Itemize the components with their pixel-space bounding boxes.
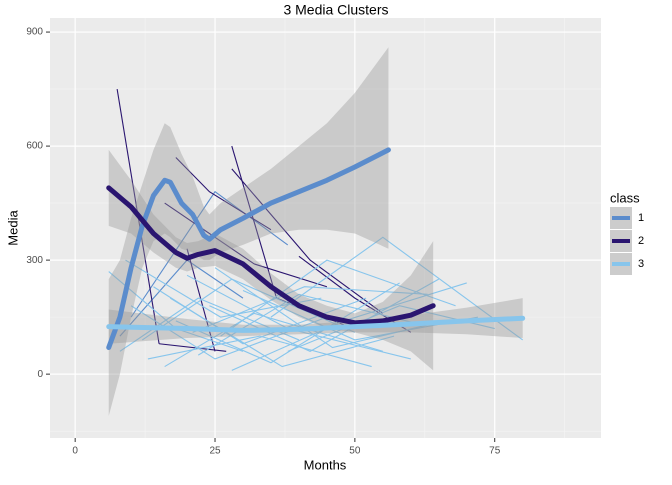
trajectory-line	[169, 297, 395, 368]
trajectory-line	[119, 297, 300, 352]
trajectory-line	[175, 282, 400, 364]
trajectory-line	[209, 278, 440, 352]
legend-label: 2	[638, 235, 644, 247]
x-tick-label: 75	[489, 446, 501, 457]
x-tick-label: 25	[209, 446, 221, 457]
y-tick-label: 300	[26, 255, 43, 266]
trajectory-line	[270, 236, 524, 341]
trajectory-line	[164, 202, 328, 288]
x-tick-label: 50	[349, 446, 361, 457]
confidence-ribbon	[108, 298, 523, 344]
trajectory-line	[125, 259, 322, 318]
y-tick-label: 0	[37, 369, 43, 380]
x-axis-label: Months	[304, 457, 347, 472]
legend-label: 1	[638, 212, 644, 224]
trajectory-line	[147, 335, 372, 368]
smooth-line	[106, 185, 436, 326]
confidence-ribbon	[108, 47, 389, 416]
trajectory-line	[231, 168, 384, 314]
y-tick-label: 600	[26, 141, 43, 152]
trajectory-line	[197, 293, 423, 356]
confidence-ribbon	[108, 149, 434, 371]
legend-label: 3	[638, 258, 644, 270]
trajectory-line	[192, 286, 428, 333]
x-tick-label: 0	[72, 446, 78, 457]
trajectory-line	[164, 312, 383, 368]
smooth-line	[106, 315, 526, 333]
trajectory-line	[214, 267, 445, 349]
legend-title: class	[610, 190, 640, 205]
smooth-line	[106, 147, 391, 351]
y-axis-label: Media	[5, 210, 20, 246]
chart-title: 3 Media Clusters	[283, 2, 388, 18]
y-tick-label: 900	[26, 27, 43, 38]
trajectory-line	[130, 190, 289, 318]
